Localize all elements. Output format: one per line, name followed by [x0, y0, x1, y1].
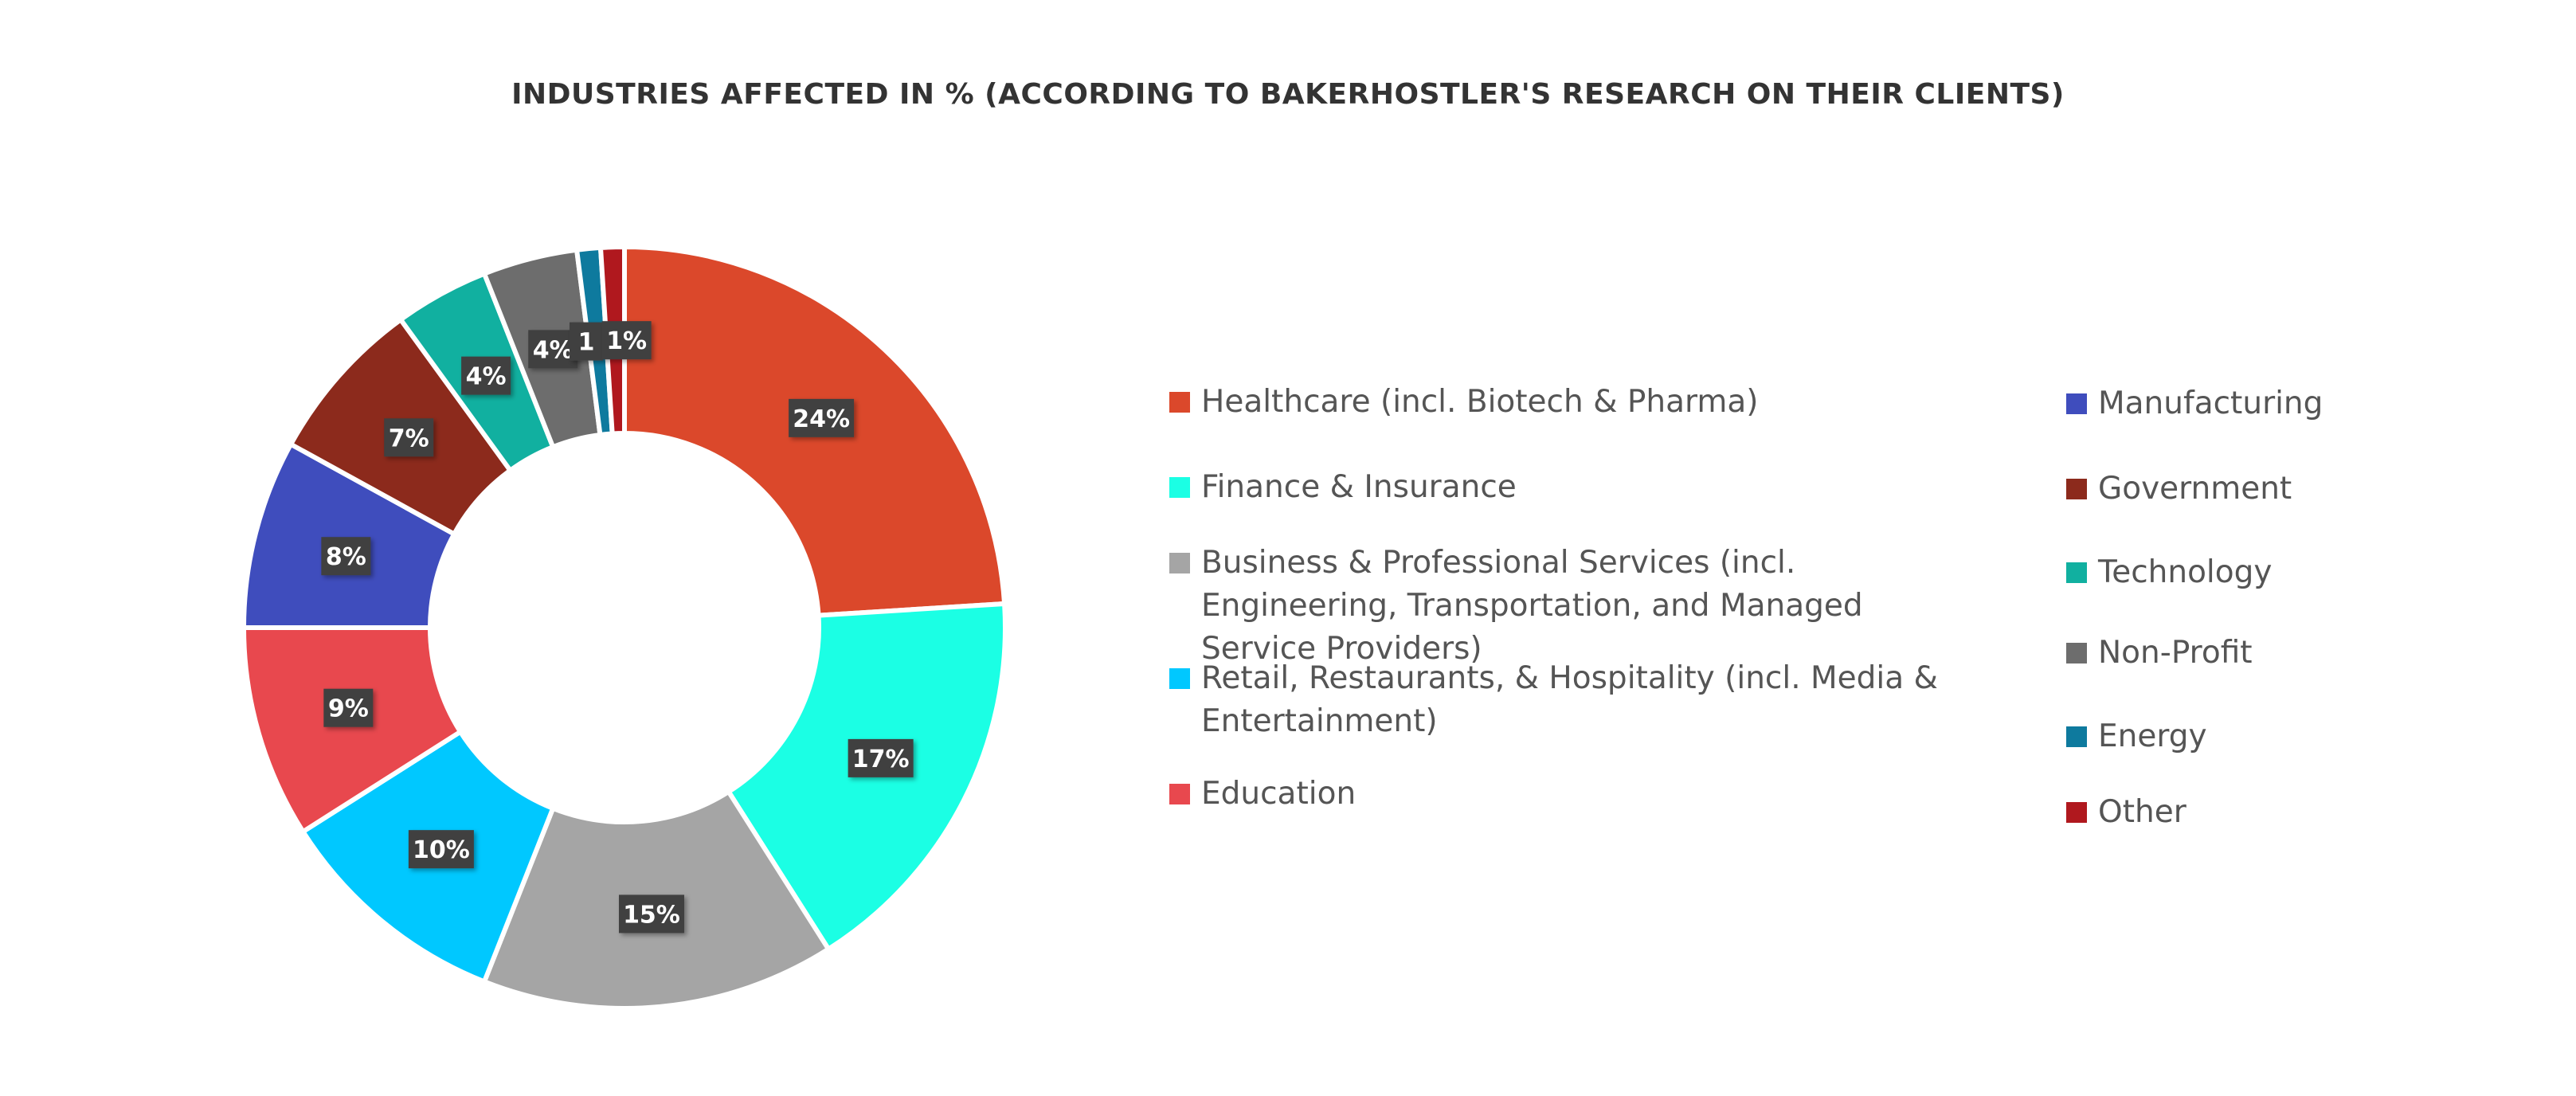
legend-swatch — [1169, 668, 1190, 689]
legend-label: Other — [2098, 794, 2186, 830]
data-label-box — [848, 738, 914, 777]
data-label-box — [384, 418, 434, 457]
chart-title: INDUSTRIES AFFECTED IN % (ACCORDING TO B… — [511, 78, 2065, 111]
legend-swatch — [1169, 392, 1190, 413]
data-label-text: 10% — [413, 836, 470, 864]
legend-label: Finance & Insurance — [1201, 469, 1517, 505]
data-label-retail-restaurants-and-hospitality-incl-media-and-entertainment: 10% — [408, 830, 474, 869]
legend-item-finance-and-insurance: Finance & Insurance — [1169, 466, 1966, 509]
legend-swatch — [1169, 784, 1190, 804]
data-label-education: 9% — [323, 688, 374, 727]
legend-label: Manufacturing — [2098, 386, 2323, 421]
data-label-text: 9% — [328, 695, 369, 723]
legend-item-technology: Technology — [2066, 551, 2512, 594]
data-label-box — [461, 356, 511, 395]
legend-item-government: Government — [2066, 468, 2512, 511]
legend-item-energy: Energy — [2066, 715, 2512, 758]
legend-item-education: Education — [1169, 773, 1966, 816]
legend-item-healthcare-incl-biotech-and-pharma: Healthcare (incl. Biotech & Pharma) — [1169, 381, 1966, 424]
legend-item-retail-restaurants-and-hospitality-incl-media-and-entertainment: Retail, Restaurants, & Hospitality (incl… — [1169, 657, 1966, 743]
data-label-other: 1% — [601, 321, 652, 360]
data-label-box — [618, 894, 684, 934]
data-label-text: 1% — [606, 327, 647, 355]
legend-swatch — [2066, 802, 2087, 823]
legend-swatch — [2066, 479, 2087, 499]
legend-item-manufacturing: Manufacturing — [2066, 382, 2512, 425]
data-label-text: 17% — [852, 746, 910, 773]
legend-label: Business & Professional Services (incl. … — [1201, 545, 1863, 667]
legend-swatch — [1169, 477, 1190, 498]
legend-label: Government — [2098, 471, 2292, 507]
data-label-box — [528, 330, 578, 369]
legend-label: Education — [1201, 776, 1357, 812]
data-label-text: 15% — [623, 901, 680, 929]
data-label-technology: 4% — [461, 356, 511, 395]
data-label-non-profit: 4% — [528, 330, 578, 369]
legend-label: Healthcare (incl. Biotech & Pharma) — [1201, 384, 1759, 420]
data-label-finance-and-insurance: 17% — [848, 738, 914, 777]
data-label-healthcare-incl-biotech-and-pharma: 24% — [789, 398, 855, 437]
legend-swatch — [2066, 562, 2087, 583]
data-label-business-and-professional-services-incl-engineering-transportation-and-managed-service-providers: 15% — [618, 894, 684, 934]
data-label-box — [323, 688, 374, 727]
legend-swatch — [2066, 643, 2087, 663]
donut-slices — [241, 244, 1008, 1011]
legend-label: Energy — [2098, 718, 2207, 754]
legend-swatch — [2066, 393, 2087, 414]
data-label-text: 1 — [578, 329, 595, 357]
data-label-energy: 1 — [570, 322, 604, 361]
legend-item-other: Other — [2066, 791, 2512, 834]
legend-label: Non-Profit — [2098, 635, 2253, 671]
data-label-text: 7% — [389, 425, 429, 452]
data-label-government: 7% — [384, 418, 434, 457]
data-label-box — [601, 321, 652, 360]
data-label-text: 4% — [466, 363, 507, 391]
legend-swatch — [1169, 553, 1190, 573]
data-label-box — [408, 830, 474, 869]
data-label-text: 4% — [533, 336, 574, 364]
data-label-manufacturing: 8% — [321, 537, 371, 576]
legend-swatch — [2066, 726, 2087, 747]
data-labels: 24%17%15%10%9%8%7%4%4% 1 1% — [321, 321, 914, 934]
legend-item-non-profit: Non-Profit — [2066, 632, 2512, 675]
legend-label: Technology — [2098, 554, 2273, 590]
legend-item-business-and-professional-services-incl-engineering-transportation-and-managed-service-providers: Business & Professional Services (incl. … — [1169, 542, 1966, 671]
data-label-text: 24% — [793, 405, 850, 433]
data-label-box — [789, 398, 855, 437]
data-label-box — [570, 322, 604, 361]
data-label-text: 8% — [326, 543, 366, 571]
data-label-box — [321, 537, 371, 576]
legend-label: Retail, Restaurants, & Hospitality (incl… — [1201, 660, 1938, 739]
